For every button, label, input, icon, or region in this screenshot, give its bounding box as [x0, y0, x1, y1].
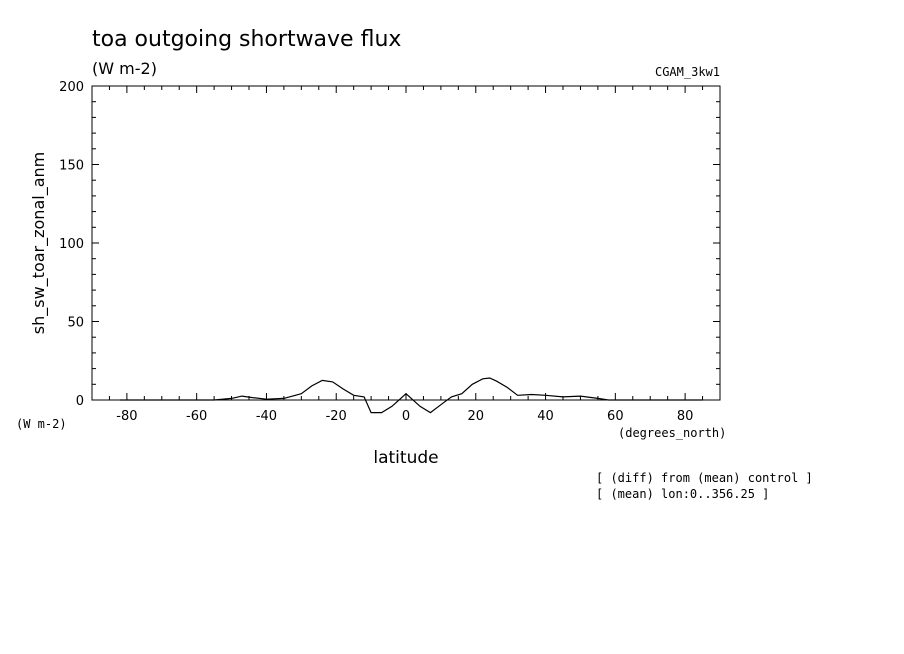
y-tick-label: 200: [59, 80, 84, 95]
x-tick-label: -40: [256, 409, 277, 424]
x-tick-label: 40: [537, 409, 554, 424]
y-tick-label: 150: [59, 159, 84, 174]
x-tick-label: 80: [677, 409, 694, 424]
y-tick-label: 0: [76, 394, 84, 409]
y-axis-label: sh_sw_toar_zonal_anm: [29, 152, 49, 334]
x-axis-units: (degrees_north): [618, 426, 726, 440]
note-diff: [ (diff) from (mean) control ]: [596, 471, 813, 485]
x-tick-label: -20: [326, 409, 347, 424]
series-line: [119, 377, 703, 414]
x-tick-label: 20: [468, 409, 485, 424]
chart-title: toa outgoing shortwave flux: [92, 27, 401, 52]
y-axis-units: (W m-2): [16, 417, 67, 431]
note-mean: [ (mean) lon:0..356.25 ]: [596, 487, 769, 501]
y-tick-label: 50: [67, 316, 84, 331]
x-tick-label: -80: [116, 409, 137, 424]
x-tick-label: 0: [402, 409, 410, 424]
case-label: CGAM_3kw1: [655, 65, 720, 79]
x-axis-label: latitude: [373, 448, 438, 468]
chart-subtitle: (W m-2): [92, 59, 157, 78]
x-tick-label: 60: [607, 409, 624, 424]
x-tick-label: -60: [186, 409, 207, 424]
plot-frame: [91, 85, 721, 401]
y-axis: 0 50 100 150 200: [59, 80, 720, 409]
y-tick-label: 100: [59, 237, 84, 252]
x-axis: -80 -60 -40 -20 0 20 40 60 80: [108, 86, 704, 424]
